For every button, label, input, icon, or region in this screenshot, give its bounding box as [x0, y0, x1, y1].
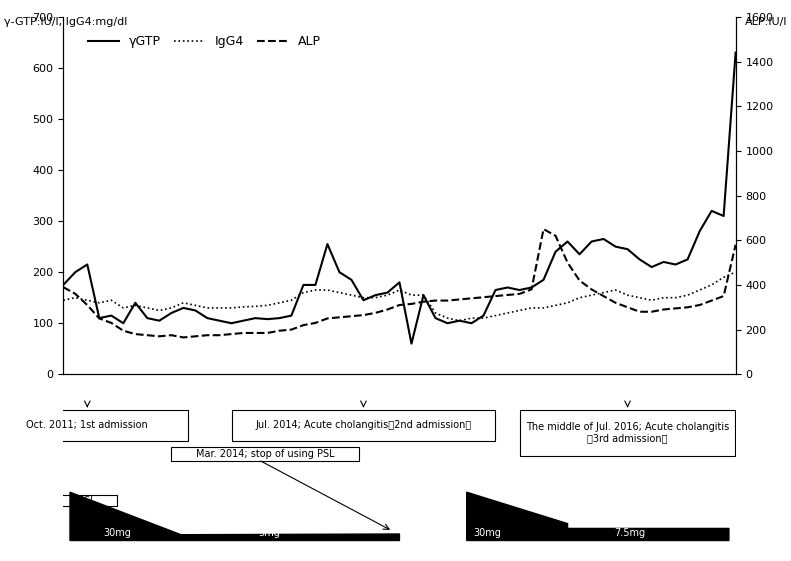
γGTP [59, 282, 68, 288]
Text: Jul. 2014; Acute cholangitis（2nd admission）: Jul. 2014; Acute cholangitis（2nd admissi… [255, 420, 471, 430]
Legend: γGTP, IgG4, ALP: γGTP, IgG4, ALP [83, 30, 326, 53]
Text: 7.5mg: 7.5mg [615, 528, 645, 537]
ALP [731, 241, 740, 248]
Text: 30mg: 30mg [473, 528, 501, 537]
Line: IgG4: IgG4 [63, 272, 736, 321]
γGTP [95, 315, 104, 321]
Line: ALP: ALP [63, 229, 736, 337]
γGTP [239, 318, 248, 324]
γGTP [407, 341, 416, 347]
Text: Oct. 2011; 1st admission: Oct. 2011; 1st admission [26, 420, 148, 430]
γGTP [346, 277, 356, 283]
Text: 30mg: 30mg [104, 528, 131, 537]
ALP [539, 226, 548, 232]
ALP [358, 312, 368, 319]
Text: PSL: PSL [78, 495, 96, 505]
FancyBboxPatch shape [57, 495, 117, 506]
γGTP [82, 261, 92, 268]
Polygon shape [70, 492, 399, 540]
ALP [59, 284, 68, 291]
FancyBboxPatch shape [0, 410, 188, 441]
ALP [527, 286, 536, 293]
Polygon shape [467, 492, 729, 540]
Text: The middle of Jul. 2016; Acute cholangitis
（3rd admission）: The middle of Jul. 2016; Acute cholangit… [526, 422, 729, 444]
ALP [251, 330, 260, 337]
IgG4 [455, 318, 464, 324]
IgG4 [82, 297, 92, 304]
IgG4 [527, 305, 536, 311]
γGTP [539, 277, 548, 283]
ALP [95, 315, 104, 322]
Text: γ-GTP:IU/l, IgG4:mg/dl: γ-GTP:IU/l, IgG4:mg/dl [4, 17, 127, 27]
Text: Mar. 2014; stop of using PSL: Mar. 2014; stop of using PSL [195, 449, 335, 459]
FancyBboxPatch shape [171, 447, 359, 461]
FancyBboxPatch shape [233, 410, 494, 441]
ALP [82, 302, 92, 309]
Text: 5mg: 5mg [259, 528, 280, 537]
Text: ALP:IU/l: ALP:IU/l [744, 17, 787, 27]
γGTP [731, 49, 740, 56]
IgG4 [95, 300, 104, 306]
IgG4 [346, 292, 356, 298]
IgG4 [59, 297, 68, 304]
ALP [179, 334, 188, 341]
IgG4 [539, 305, 548, 311]
ALP [551, 232, 560, 239]
FancyBboxPatch shape [520, 410, 735, 456]
IgG4 [239, 304, 248, 310]
Line: γGTP: γGTP [63, 53, 736, 344]
γGTP [527, 284, 536, 291]
IgG4 [731, 269, 740, 275]
